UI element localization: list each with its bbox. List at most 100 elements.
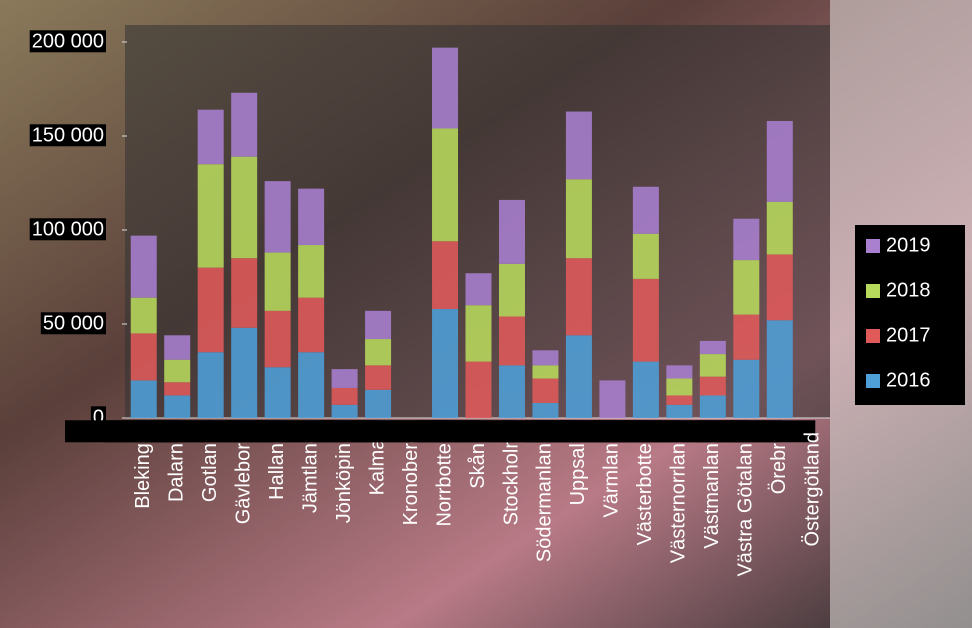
bar-segment: [365, 310, 392, 340]
x-tick-label: Örebro: [768, 432, 790, 494]
bar-segment: [197, 109, 224, 165]
bar-segment: [498, 365, 525, 418]
bar-segment: [498, 199, 525, 264]
bar-segment: [465, 305, 492, 362]
bar-segment: [565, 179, 592, 259]
x-tick-label: Västmanland: [701, 432, 723, 549]
bar-segment: [766, 254, 793, 321]
bar-segment: [197, 164, 224, 268]
bar-segment: [432, 241, 459, 309]
y-tick-label: 100 000: [32, 218, 104, 240]
bar-segment: [666, 378, 693, 396]
bar-segment: [565, 335, 592, 418]
bar-segment: [432, 308, 459, 418]
x-tick-label: Dalarna: [165, 431, 187, 502]
bar-segment: [498, 316, 525, 366]
bar-segment: [298, 352, 325, 418]
bar-segment: [130, 235, 157, 298]
x-tick-label: Södermanland: [534, 432, 556, 562]
x-tick-label: Västernorrland: [668, 432, 690, 563]
bar-segment: [164, 335, 191, 360]
bar-segment: [532, 378, 559, 403]
bar-segment: [264, 310, 291, 368]
x-tick-label: Kalmar: [366, 432, 388, 496]
bar-segment: [565, 258, 592, 336]
legend-label: 2016: [886, 369, 931, 391]
x-tick-label-bg: [696, 420, 816, 443]
legend-swatch: [866, 239, 880, 253]
y-tick-label: 150 000: [32, 124, 104, 146]
x-tick-label: Halland: [266, 432, 288, 500]
bar-segment: [432, 128, 459, 242]
bar-segment: [197, 267, 224, 353]
x-tick-label: Skåne: [467, 432, 489, 489]
legend-label: 2018: [886, 279, 931, 301]
bar-segment: [498, 263, 525, 317]
x-tick-label: Blekinge: [132, 432, 154, 509]
bar-segment: [365, 365, 392, 390]
x-tick-label: Gävleborg: [232, 432, 254, 524]
bar-segment: [632, 361, 659, 418]
bar-segment: [264, 181, 291, 253]
x-tick-label: Uppsala: [567, 431, 589, 505]
y-tick-label: 200 000: [32, 30, 104, 52]
bar-segment: [298, 297, 325, 353]
bar-segment: [699, 376, 726, 396]
bar-segment: [264, 367, 291, 418]
legend-label: 2017: [886, 324, 931, 346]
bar-segment: [164, 382, 191, 396]
y-tick-label: 50 000: [43, 312, 104, 334]
bar-segment: [164, 395, 191, 418]
legend-swatch: [866, 374, 880, 388]
bar-segment: [264, 252, 291, 311]
bar-segment: [465, 361, 492, 418]
x-tick-label: Jämtland: [299, 432, 321, 513]
bar-segment: [733, 314, 760, 360]
y-tick-label-bg: [29, 218, 106, 241]
bar-segment: [699, 395, 726, 418]
bar-segment: [733, 218, 760, 261]
bar-segment: [599, 380, 626, 418]
bar-segment: [632, 233, 659, 279]
bar-segment: [766, 201, 793, 255]
bar-segment: [365, 389, 392, 418]
x-tick-label: Gotland: [199, 432, 221, 502]
legend-label: 2019: [886, 234, 931, 256]
bar-segment: [231, 92, 258, 157]
x-tick-label: Norrbotten: [433, 432, 455, 527]
bar-segment: [197, 352, 224, 418]
x-tick-label: Västerbotten: [634, 432, 656, 545]
bar-segment: [432, 47, 459, 129]
x-tick-label: Västra Götaland: [735, 432, 757, 577]
x-tick-label: Östergötland: [802, 432, 824, 547]
x-tick-label: Kronoberg: [400, 432, 422, 525]
bar-segment: [532, 402, 559, 418]
bar-segment: [465, 273, 492, 306]
bar-segment: [699, 340, 726, 355]
bar-segment: [365, 339, 392, 366]
bar-segment: [298, 245, 325, 298]
bar-segment: [130, 333, 157, 381]
bar-segment: [666, 395, 693, 405]
bar-segment: [666, 404, 693, 418]
bar-segment: [632, 278, 659, 362]
bar-segment: [632, 186, 659, 234]
bar-segment: [130, 380, 157, 418]
bar-segment: [766, 320, 793, 418]
bar-segment: [331, 369, 358, 388]
bar-segment: [532, 365, 559, 379]
bar-segment: [532, 350, 559, 366]
x-tick-label: Stockholm: [500, 432, 522, 525]
bar-segment: [331, 404, 358, 418]
bar-segment: [298, 188, 325, 246]
x-tick-label: Värmland: [601, 432, 623, 518]
bar-segment: [331, 387, 358, 405]
bar-segment: [733, 359, 760, 418]
legend-swatch: [866, 284, 880, 298]
bar-segment: [733, 260, 760, 315]
y-tick-label-bg: [40, 312, 106, 335]
bar-segment: [766, 120, 793, 202]
y-tick-label: 0: [93, 406, 104, 428]
bar-segment: [565, 111, 592, 180]
